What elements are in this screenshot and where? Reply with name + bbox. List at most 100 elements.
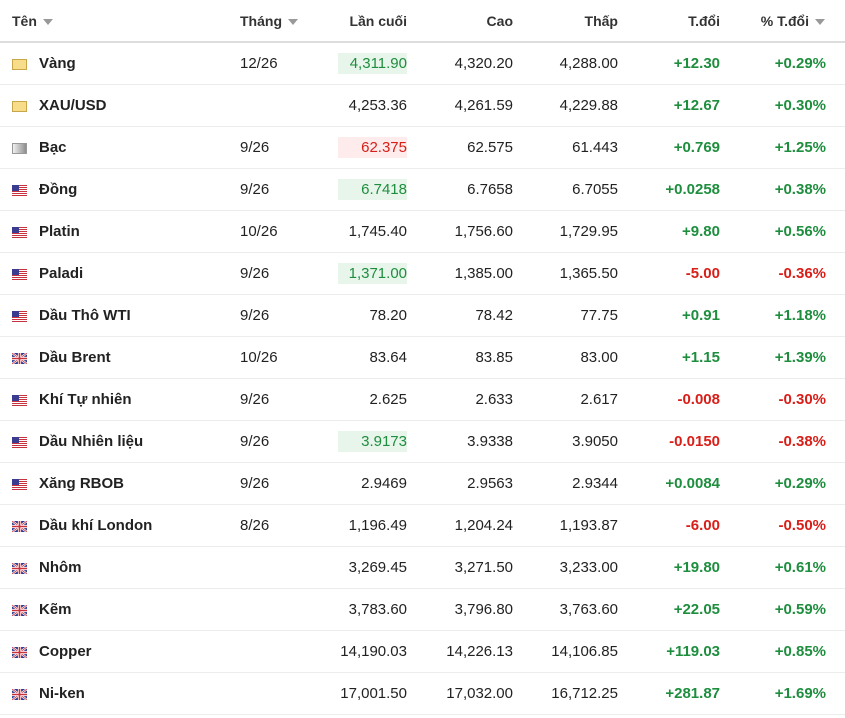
change-pct-cell: -0.38%	[728, 420, 845, 463]
commodity-name[interactable]: Paladi	[39, 265, 84, 282]
table-row[interactable]: Kẽm 3,783.60 3,796.80 3,763.60 +22.05 +0.59%	[0, 588, 845, 631]
high-cell: 17,032.00	[415, 672, 521, 715]
table-row[interactable]: Dầu Thô WTI 9/26 78.20 78.42 77.75 +0.91 +1.18…	[0, 294, 845, 337]
commodity-name[interactable]: Ni-ken	[39, 685, 85, 702]
flag-icon	[12, 562, 27, 574]
commodity-name[interactable]: Dầu Thô WTI	[39, 307, 131, 324]
last-price: 83.64	[369, 349, 407, 366]
change-pct: +1.25%	[774, 139, 826, 156]
low-price: 14,106.85	[551, 643, 618, 660]
column-header[interactable]: Lần cuối	[310, 0, 415, 43]
low-cell: 3,763.60	[521, 588, 626, 631]
high-cell: 2.633	[415, 378, 521, 421]
column-label: T.đổi	[688, 12, 720, 29]
last-price: 2.625	[369, 391, 407, 408]
commodity-name[interactable]: Kẽm	[39, 601, 72, 618]
table-row[interactable]: Khí Tự nhiên 9/26 2.625 2.633 2.617 -0.008 -0.…	[0, 378, 845, 421]
last-cell: 3.9173	[310, 420, 415, 463]
low-price: 77.75	[580, 307, 618, 324]
name-cell: Dầu khí London	[0, 504, 222, 547]
table-row[interactable]: Dầu khí London 8/26 1,196.49 1,204.24 1,193.…	[0, 504, 845, 547]
last-cell: 78.20	[310, 294, 415, 337]
table-row[interactable]: Ni-ken 17,001.50 17,032.00 16,712.25 +281.87…	[0, 672, 845, 715]
month-cell: 10/26	[222, 336, 310, 379]
commodity-name[interactable]: XAU/USD	[39, 97, 107, 114]
flag-icon	[12, 646, 27, 658]
low-cell: 1,729.95	[521, 210, 626, 253]
commodity-name[interactable]: Khí Tự nhiên	[39, 391, 132, 408]
column-header[interactable]: Cao	[415, 0, 521, 43]
last-cell: 6.7418	[310, 168, 415, 211]
commodity-name[interactable]: Copper	[39, 643, 92, 660]
flag-icon	[12, 604, 27, 616]
change: +119.03	[666, 643, 720, 660]
last-cell: 83.64	[310, 336, 415, 379]
change-pct: +0.29%	[774, 55, 826, 72]
low-cell: 1,365.50	[521, 252, 626, 295]
low-cell: 83.00	[521, 336, 626, 379]
name-cell: XAU/USD	[0, 84, 222, 127]
change-cell: -0.008	[626, 378, 728, 421]
change-cell: +0.769	[626, 126, 728, 169]
change-pct: +0.38%	[774, 181, 826, 198]
month-cell: 10/26	[222, 210, 310, 253]
commodity-name[interactable]: Xăng RBOB	[39, 475, 125, 492]
month: 9/26	[240, 433, 270, 450]
commodity-name[interactable]: Dầu Brent	[39, 349, 111, 366]
commodity-name[interactable]: Dầu Nhiên liệu	[39, 433, 144, 450]
column-header[interactable]: Thấp	[521, 0, 626, 43]
low-price: 3,763.60	[559, 601, 618, 618]
table-row[interactable]: Xăng RBOB 9/26 2.9469 2.9563 2.9344 +0.0084 +0…	[0, 462, 845, 505]
change-pct: -0.30%	[778, 391, 826, 408]
month-cell	[222, 84, 310, 127]
high-cell: 3.9338	[415, 420, 521, 463]
last-price: 1,371.00	[338, 263, 407, 284]
high-price: 83.85	[475, 349, 513, 366]
sort-arrow	[288, 18, 298, 25]
name-cell: Khí Tự nhiên	[0, 378, 222, 421]
table-row[interactable]: Paladi 9/26 1,371.00 1,385.00 1,365.50 -5.00 -…	[0, 252, 845, 295]
change-pct-cell: +1.39%	[728, 336, 845, 379]
last-price: 17,001.50	[340, 685, 407, 702]
high-price: 14,226.13	[446, 643, 513, 660]
table-row[interactable]: Copper 14,190.03 14,226.13 14,106.85 +119.03…	[0, 630, 845, 673]
commodity-name[interactable]: Bạc	[39, 139, 67, 156]
low-cell: 1,193.87	[521, 504, 626, 547]
commodity-name[interactable]: Đồng	[39, 181, 78, 198]
change: +12.30	[673, 55, 720, 72]
last-price: 14,190.03	[340, 643, 407, 660]
high-price: 2.9563	[467, 475, 513, 492]
column-header[interactable]: Tên	[0, 0, 222, 43]
commodity-name[interactable]: Vàng	[39, 55, 76, 72]
name-cell: Dầu Nhiên liệu	[0, 420, 222, 463]
table-row[interactable]: Đồng 9/26 6.7418 6.7658 6.7055 +0.0258 +0.38%	[0, 168, 845, 211]
column-header[interactable]: % T.đổi	[728, 0, 845, 43]
name-cell: Nhôm	[0, 546, 222, 589]
high-cell: 2.9563	[415, 462, 521, 505]
change-cell: +22.05	[626, 588, 728, 631]
column-header[interactable]: T.đổi	[626, 0, 728, 43]
high-cell: 3,271.50	[415, 546, 521, 589]
change-pct-cell: +1.69%	[728, 672, 845, 715]
commodity-name[interactable]: Nhôm	[39, 559, 82, 576]
table-row[interactable]: Platin 10/26 1,745.40 1,756.60 1,729.95 +9.80…	[0, 210, 845, 253]
change-pct: +0.59%	[774, 601, 826, 618]
table-row[interactable]: Bạc 9/26 62.375 62.575 61.443 +0.769 +1.25%	[0, 126, 845, 169]
table-row[interactable]: Nhôm 3,269.45 3,271.50 3,233.00 +19.80 +0.61%	[0, 546, 845, 589]
table-row[interactable]: Dầu Nhiên liệu 9/26 3.9173 3.9338 3.9050 -0.0…	[0, 420, 845, 463]
commodity-name[interactable]: Dầu khí London	[39, 517, 153, 534]
name-cell: Paladi	[0, 252, 222, 295]
column-label: Tháng	[240, 12, 282, 29]
flag-icon	[12, 226, 27, 238]
column-header[interactable]: Tháng	[222, 0, 310, 43]
table-row[interactable]: Dầu Brent 10/26 83.64 83.85 83.00 +1.15 +1.39%	[0, 336, 845, 379]
low-cell: 3.9050	[521, 420, 626, 463]
high-cell: 62.575	[415, 126, 521, 169]
name-cell: Ni-ken	[0, 672, 222, 715]
change-pct-cell: -0.36%	[728, 252, 845, 295]
month-cell: 9/26	[222, 420, 310, 463]
commodity-name[interactable]: Platin	[39, 223, 80, 240]
name-cell: Dầu Thô WTI	[0, 294, 222, 337]
table-row[interactable]: Vàng 12/26 4,311.90 4,320.20 4,288.00 +12.30 +…	[0, 42, 845, 85]
table-row[interactable]: XAU/USD 4,253.36 4,261.59 4,229.88 +12.67 +0.…	[0, 84, 845, 127]
